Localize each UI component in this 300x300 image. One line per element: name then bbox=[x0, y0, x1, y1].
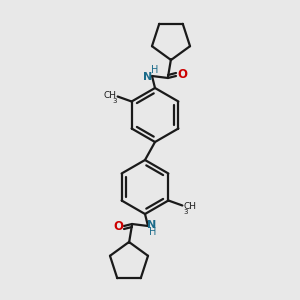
Text: CH: CH bbox=[183, 202, 196, 211]
Text: H: H bbox=[151, 65, 158, 75]
Text: 3: 3 bbox=[112, 98, 117, 104]
Text: N: N bbox=[147, 220, 157, 230]
Text: N: N bbox=[143, 72, 153, 82]
Text: 3: 3 bbox=[183, 209, 188, 215]
Text: H: H bbox=[149, 227, 156, 237]
Text: O: O bbox=[177, 68, 187, 82]
Text: CH: CH bbox=[103, 91, 117, 100]
Text: O: O bbox=[113, 220, 123, 233]
